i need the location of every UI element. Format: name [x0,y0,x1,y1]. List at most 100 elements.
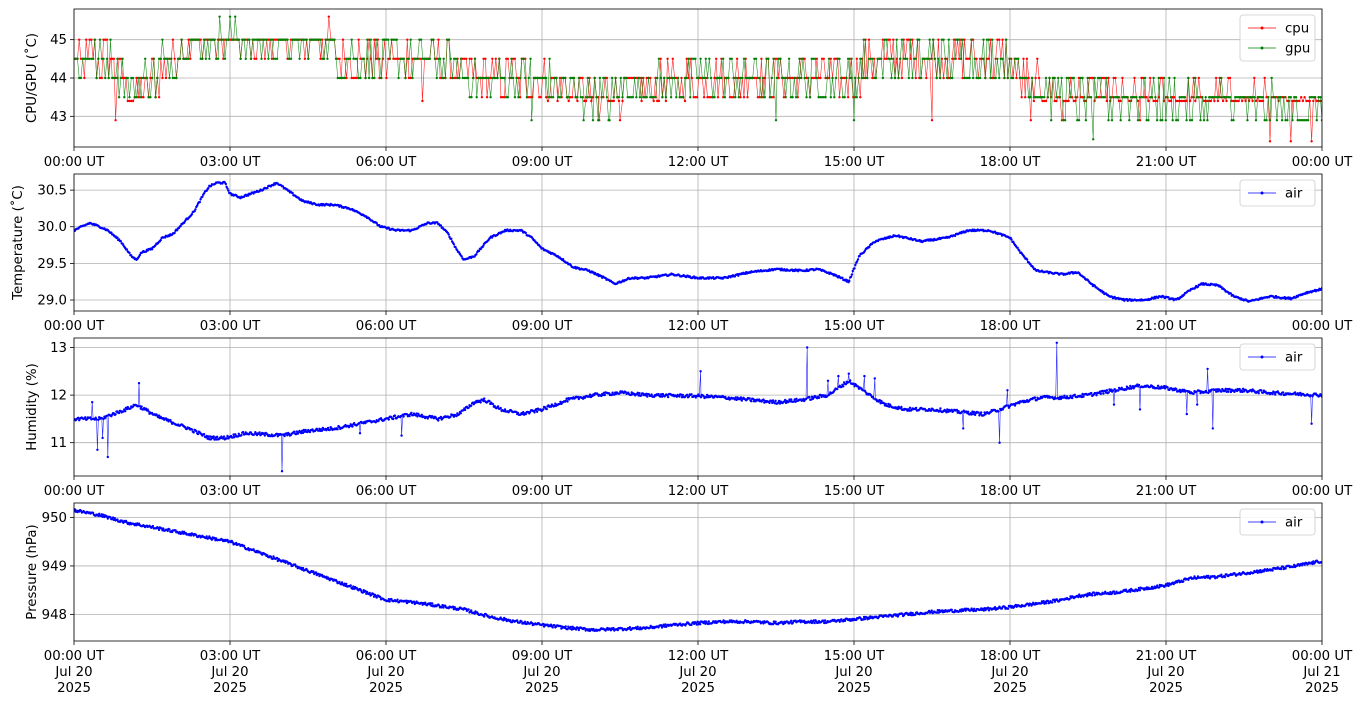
data-point [1260,99,1263,103]
data-point [659,395,662,398]
data-point [1185,119,1188,122]
data-point [1195,96,1199,99]
data-point [76,57,79,60]
data-point [210,538,214,541]
data-point [288,57,291,60]
data-point [409,38,412,41]
data-point [666,395,670,399]
data-point [1149,76,1152,80]
data-point [647,76,650,80]
legend-label-air: air [1285,351,1303,366]
data-point [1260,96,1263,99]
data-point [371,76,374,80]
data-point [300,431,303,435]
data-point [483,615,486,618]
data-point [275,556,279,560]
data-point [1229,390,1233,394]
data-point [419,57,423,60]
data-point [1251,99,1254,103]
plot-area [74,508,1322,633]
data-point [190,428,194,431]
data-point [483,397,486,400]
data-point [640,99,643,103]
data-point [1089,96,1093,99]
data-point [378,595,382,599]
data-point [1072,99,1076,103]
data-point [1008,57,1011,60]
data-point [803,76,806,80]
data-point [564,76,567,80]
data-point [1081,76,1084,80]
data-point [610,76,614,80]
data-point [610,99,614,103]
data-point [173,231,176,235]
data-point [242,38,246,41]
data-point [247,194,250,197]
data-point [1253,76,1256,80]
data-point [1241,96,1244,99]
data-point [399,414,403,418]
data-point [475,253,478,256]
data-point [1025,76,1029,80]
data-point [848,279,851,283]
data-point [1161,76,1164,80]
data-point [1163,387,1167,390]
data-point [1099,392,1103,396]
data-point [1091,76,1095,80]
data-point [1093,76,1096,80]
data-point [666,57,669,60]
data-point [1147,119,1150,122]
data-point [1265,96,1268,99]
data-point [516,411,520,415]
data-point [763,96,766,99]
data-point [1082,395,1085,398]
data-point [784,398,787,402]
data-point [704,57,707,60]
data-point [1242,96,1246,99]
data-point [157,57,161,60]
data-point [994,57,997,60]
data-point [1281,391,1285,394]
data-point [873,377,876,380]
data-point [304,428,307,432]
data-point [746,96,749,99]
data-point [100,57,104,60]
data-point [269,555,273,558]
data-point [646,395,649,398]
data-point [671,57,674,60]
data-point [864,76,867,80]
data-point [1315,99,1319,103]
x-tick-label: 09:00 UT [512,155,573,170]
data-point [892,38,895,41]
data-point [450,237,453,240]
data-point [1110,119,1114,122]
data-point [491,402,495,406]
data-point [840,76,843,80]
data-point [345,57,348,60]
data-point [801,57,805,60]
data-point [121,57,124,60]
data-point [626,76,629,80]
data-point [274,38,277,41]
data-point [321,38,324,41]
data-point [232,38,235,41]
data-point [1027,96,1030,99]
data-point [836,387,839,391]
data-point [1071,396,1074,400]
data-point [1301,99,1305,103]
data-point [603,76,607,80]
data-point [796,76,799,80]
data-point [322,57,326,60]
data-point [699,76,702,80]
data-point [1154,96,1157,99]
data-point [1312,99,1315,103]
data-point [1030,76,1034,80]
data-point [446,38,449,41]
data-point [796,96,799,99]
data-point [116,518,119,521]
data-point [561,258,565,261]
data-point [722,96,725,99]
data-point [946,408,949,411]
data-point [402,57,405,60]
